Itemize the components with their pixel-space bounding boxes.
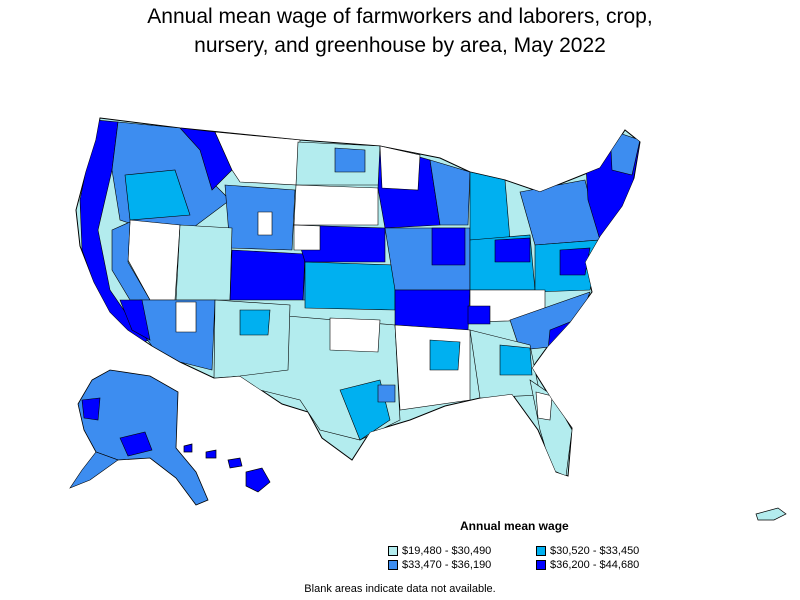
legend-item-3: $33,470 - $36,190: [388, 559, 491, 571]
region-wisconsin: [429, 159, 471, 226]
region-arizona-blank: [175, 301, 197, 333]
blank-areas-note: Blank areas indicate data not available.: [304, 583, 496, 595]
legend-swatch-3: [388, 560, 398, 570]
region-montana-blank: [214, 131, 301, 186]
map-title-line2: nursery, and greenhouse by area, May 202…: [194, 34, 606, 57]
region-new-mexico-blue: [239, 309, 271, 336]
region-oklahoma-blank: [329, 317, 381, 353]
conterminous-us: [75, 117, 641, 477]
region-michigan: [469, 171, 511, 241]
hawaii-island-oahu: [205, 449, 217, 459]
region-new-mexico: [213, 299, 291, 379]
region-north-dakota-blue: [334, 147, 366, 173]
puerto-rico-island: [755, 507, 787, 521]
hawaii: [183, 443, 271, 493]
legend-label-3: $33,470 - $36,190: [402, 559, 492, 571]
alaska: [69, 369, 209, 506]
region-south-dakota-blank: [293, 184, 379, 226]
legend-item-4: $36,200 - $44,680: [536, 559, 639, 571]
legend-title: Annual mean wage: [460, 519, 569, 533]
region-georgia-blue: [499, 344, 533, 376]
region-illinois-north: [431, 227, 466, 266]
legend-label-1: $19,480 - $30,490: [402, 545, 492, 557]
alaska-region-southcentral: [119, 431, 153, 457]
region-kentucky-west: [467, 305, 491, 325]
legend-item-2: $30,520 - $33,450: [536, 545, 639, 557]
region-nebraska-west: [293, 224, 321, 251]
region-houston: [377, 384, 396, 403]
legend-swatch-4: [536, 560, 546, 570]
legend-swatch-1: [388, 546, 398, 556]
region-kansas: [304, 261, 396, 311]
region-ohio-dark: [494, 237, 531, 263]
region-wyoming-blank: [257, 211, 273, 236]
alaska-region-peninsula: [69, 451, 119, 489]
puerto-rico: [755, 507, 787, 521]
map-title: Annual mean wage of farmworkers and labo…: [0, 2, 800, 60]
region-minnesota-north: [379, 145, 421, 191]
hawaii-island-big: [245, 467, 271, 493]
legend-item-1: $19,480 - $30,490: [388, 545, 491, 557]
legend-label-4: $36,200 - $44,680: [550, 559, 640, 571]
hawaii-island-kauai: [183, 443, 193, 453]
region-socal: [119, 299, 151, 341]
region-texas-gulf: [339, 379, 391, 441]
region-utah: [175, 224, 233, 301]
region-colorado: [229, 249, 306, 301]
region-missouri: [394, 289, 471, 331]
region-idaho-panhandle: [179, 127, 233, 191]
region-oregon-east: [124, 169, 191, 221]
region-arkansas-blue: [429, 339, 461, 371]
region-maryland: [559, 247, 591, 276]
hawaii-island-maui: [227, 457, 243, 469]
legend-label-2: $30,520 - $33,450: [550, 545, 640, 557]
map-title-line1: Annual mean wage of farmworkers and labo…: [147, 5, 653, 28]
alaska-region-sw-coast: [81, 397, 101, 421]
legend-swatch-2: [536, 546, 546, 556]
region-florida-blank: [535, 391, 553, 421]
